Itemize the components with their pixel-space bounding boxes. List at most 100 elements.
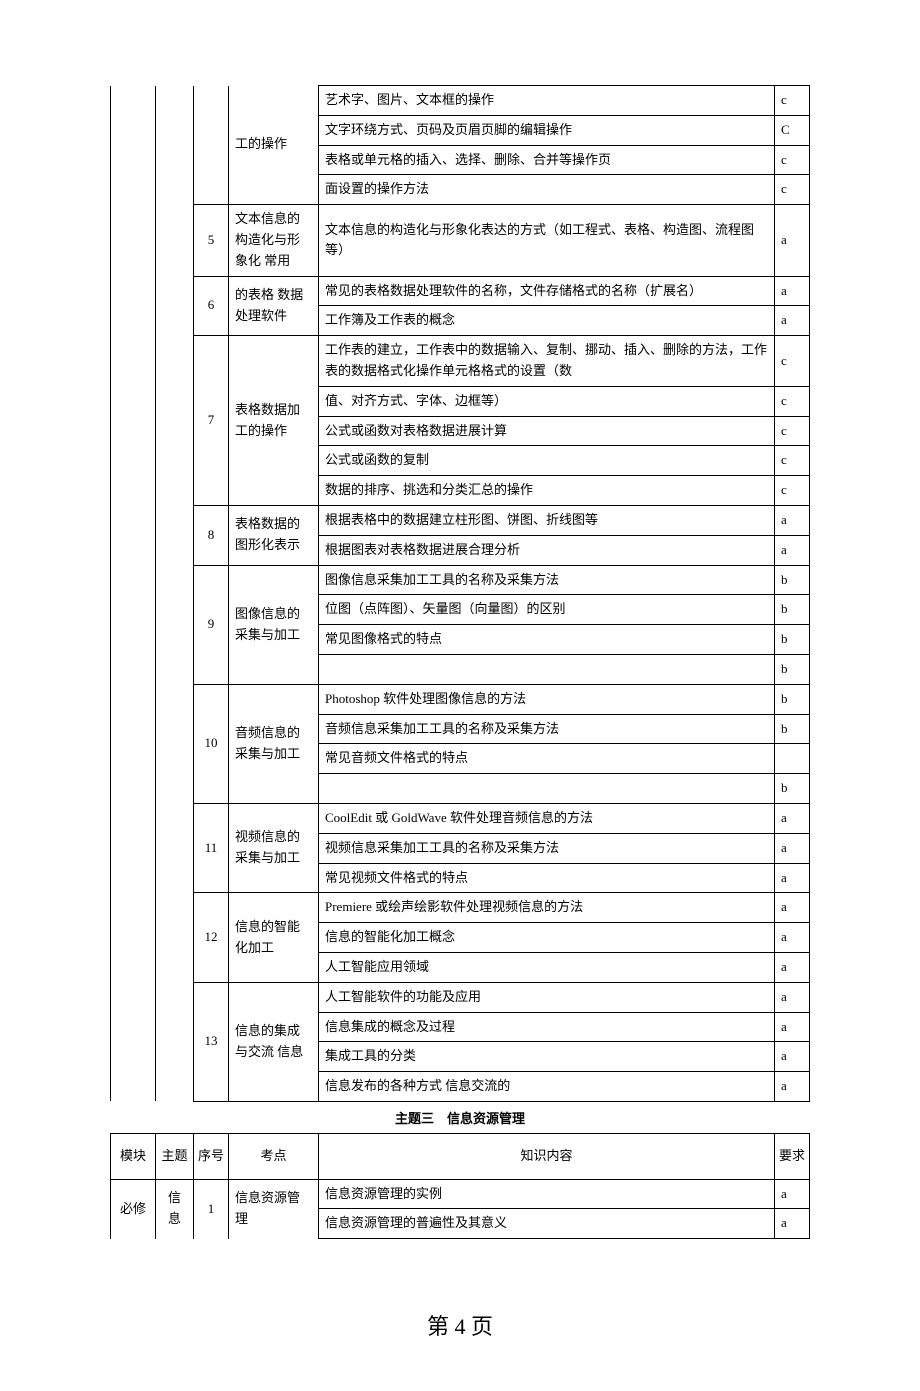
cell-req: a <box>775 893 810 923</box>
cell-topic <box>156 86 194 1102</box>
cell-point: 表格数据的图形化表示 <box>229 505 319 565</box>
cell-req: b <box>775 595 810 625</box>
cell-content: 根据图表对表格数据进展合理分析 <box>319 535 775 565</box>
cell-content <box>319 654 775 684</box>
cell-content: 工作簿及工作表的概念 <box>319 306 775 336</box>
cell-req: b <box>775 684 810 714</box>
cell-content: CoolEdit 或 GoldWave 软件处理音频信息的方法 <box>319 803 775 833</box>
cell-req: a <box>775 952 810 982</box>
cell-req: a <box>775 803 810 833</box>
cell-module: 必修 <box>111 1179 156 1239</box>
page-number: 第 4 页 <box>110 1309 810 1341</box>
cell-seq: 5 <box>194 205 229 276</box>
cell-req: b <box>775 565 810 595</box>
cell-content: 表格或单元格的插入、选择、删除、合并等操作页 <box>319 145 775 175</box>
table-row: 8表格数据的图形化表示根据表格中的数据建立柱形图、饼图、折线图等a <box>111 505 810 535</box>
cell-point: 工的操作 <box>229 86 319 205</box>
cell-content: 音频信息采集加工工具的名称及采集方法 <box>319 714 775 744</box>
cell-content: 信息资源管理的普遍性及其意义 <box>319 1209 775 1239</box>
cell-content: 人工智能软件的功能及应用 <box>319 982 775 1012</box>
cell-req: a <box>775 1072 810 1102</box>
header-content: 知识内容 <box>319 1133 775 1179</box>
cell-content: 图像信息采集加工工具的名称及采集方法 <box>319 565 775 595</box>
cell-req: c <box>775 145 810 175</box>
table-row: 必修 信息 1 信息资源管理 信息资源管理的实例 a <box>111 1179 810 1209</box>
cell-content: 信息集成的概念及过程 <box>319 1012 775 1042</box>
cell-content: 集成工具的分类 <box>319 1042 775 1072</box>
cell-content: 值、对齐方式、字体、边框等） <box>319 386 775 416</box>
cell-req: a <box>775 863 810 893</box>
cell-req: a <box>775 205 810 276</box>
cell-content: 位图（点阵图）、矢量图（向量图）的区别 <box>319 595 775 625</box>
cell-point: 信息的集成与交流 信息 <box>229 982 319 1101</box>
table-row: 13信息的集成与交流 信息人工智能软件的功能及应用a <box>111 982 810 1012</box>
cell-point: 音频信息的采集与加工 <box>229 684 319 803</box>
cell-req: b <box>775 714 810 744</box>
header-module: 模块 <box>111 1133 156 1179</box>
header-point: 考点 <box>229 1133 319 1179</box>
cell-seq: 6 <box>194 276 229 336</box>
table-row: 7表格数据加工的操作工作表的建立，工作表中的数据输入、复制、挪动、插入、删除的方… <box>111 336 810 387</box>
cell-req: a <box>775 505 810 535</box>
cell-content: 信息的智能化加工概念 <box>319 923 775 953</box>
table-row: 11视频信息的采集与加工CoolEdit 或 GoldWave 软件处理音频信息… <box>111 803 810 833</box>
cell-req: a <box>775 276 810 306</box>
cell-point: 表格数据加工的操作 <box>229 336 319 506</box>
cell-req: c <box>775 175 810 205</box>
cell-req: c <box>775 446 810 476</box>
cell-content: 公式或函数对表格数据进展计算 <box>319 416 775 446</box>
cell-seq: 8 <box>194 505 229 565</box>
main-table: 工的操作艺术字、图片、文本框的操作c文字环绕方式、页码及页眉页脚的编辑操作C表格… <box>110 85 810 1102</box>
table-row: 10音频信息的采集与加工Photoshop 软件处理图像信息的方法b <box>111 684 810 714</box>
table-row: 12信息的智能化加工Premiere 或绘声绘影软件处理视频信息的方法a <box>111 893 810 923</box>
cell-req: b <box>775 774 810 804</box>
section-title: 主题三 信息资源管理 <box>110 1108 810 1127</box>
cell-seq: 12 <box>194 893 229 982</box>
cell-point: 文本信息的构造化与形象化 常用 <box>229 205 319 276</box>
cell-content: 常见视频文件格式的特点 <box>319 863 775 893</box>
cell-seq: 13 <box>194 982 229 1101</box>
table-row: 6的表格 数据处理软件常见的表格数据处理软件的名称，文件存储格式的名称（扩展名）… <box>111 276 810 306</box>
cell-req: a <box>775 1179 810 1209</box>
cell-req: C <box>775 115 810 145</box>
cell-content: Premiere 或绘声绘影软件处理视频信息的方法 <box>319 893 775 923</box>
cell-content <box>319 774 775 804</box>
cell-content: 公式或函数的复制 <box>319 446 775 476</box>
cell-content: 工作表的建立，工作表中的数据输入、复制、挪动、插入、删除的方法，工作表的数据格式… <box>319 336 775 387</box>
cell-point: 的表格 数据处理软件 <box>229 276 319 336</box>
cell-seq: 9 <box>194 565 229 684</box>
table-header-row: 模块 主题 序号 考点 知识内容 要求 <box>111 1133 810 1179</box>
header-req: 要求 <box>775 1133 810 1179</box>
cell-req: a <box>775 1209 810 1239</box>
cell-req: c <box>775 336 810 387</box>
cell-point: 信息资源管理 <box>229 1179 319 1239</box>
cell-content: 信息资源管理的实例 <box>319 1179 775 1209</box>
cell-req: b <box>775 654 810 684</box>
cell-content: 常见音频文件格式的特点 <box>319 744 775 774</box>
cell-content: 人工智能应用领域 <box>319 952 775 982</box>
cell-seq <box>194 86 229 205</box>
cell-content: 文本信息的构造化与形象化表达的方式（如工程式、表格、构造图、流程图等） <box>319 205 775 276</box>
cell-module <box>111 86 156 1102</box>
cell-content: 艺术字、图片、文本框的操作 <box>319 86 775 116</box>
header-topic: 主题 <box>156 1133 194 1179</box>
cell-req: a <box>775 833 810 863</box>
second-table: 模块 主题 序号 考点 知识内容 要求 必修 信息 1 信息资源管理 信息资源管… <box>110 1133 810 1239</box>
cell-req: b <box>775 625 810 655</box>
cell-req: c <box>775 86 810 116</box>
cell-seq: 11 <box>194 803 229 892</box>
cell-content: Photoshop 软件处理图像信息的方法 <box>319 684 775 714</box>
cell-req: a <box>775 1042 810 1072</box>
cell-req: c <box>775 386 810 416</box>
table-row: 5文本信息的构造化与形象化 常用文本信息的构造化与形象化表达的方式（如工程式、表… <box>111 205 810 276</box>
cell-req: a <box>775 982 810 1012</box>
table-row: 工的操作艺术字、图片、文本框的操作c <box>111 86 810 116</box>
header-seq: 序号 <box>194 1133 229 1179</box>
cell-seq: 10 <box>194 684 229 803</box>
cell-content: 文字环绕方式、页码及页眉页脚的编辑操作 <box>319 115 775 145</box>
cell-content: 常见图像格式的特点 <box>319 625 775 655</box>
cell-content: 视频信息采集加工工具的名称及采集方法 <box>319 833 775 863</box>
cell-req: a <box>775 535 810 565</box>
cell-req: a <box>775 923 810 953</box>
cell-seq: 7 <box>194 336 229 506</box>
